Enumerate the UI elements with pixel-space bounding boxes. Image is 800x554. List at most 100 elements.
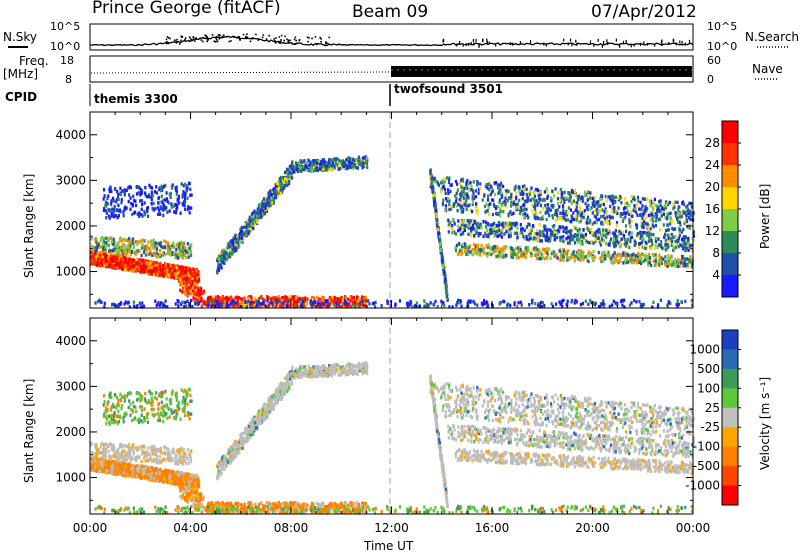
power-cell xyxy=(288,178,291,182)
power-cell xyxy=(434,191,437,196)
power-cell xyxy=(611,198,615,202)
power-cell xyxy=(465,248,468,252)
power-cell xyxy=(582,258,585,262)
power-cell xyxy=(617,211,620,216)
power-cell xyxy=(250,229,253,233)
power-cell xyxy=(192,289,195,293)
power-cell xyxy=(135,268,138,272)
noise-dot xyxy=(211,34,214,36)
power-cell xyxy=(597,204,600,208)
power-cell xyxy=(657,259,660,264)
noise-dot xyxy=(192,37,195,39)
power-cell xyxy=(470,209,474,214)
power-cell xyxy=(167,247,170,252)
power-cell xyxy=(654,211,657,216)
noise-dot xyxy=(189,37,192,40)
power-cell xyxy=(166,199,169,203)
power-cell xyxy=(132,194,135,198)
power-cell xyxy=(336,163,339,167)
power-cell xyxy=(244,231,247,235)
power-cell xyxy=(318,167,321,171)
power-cell xyxy=(230,252,233,256)
power-cell xyxy=(488,251,491,255)
power-cell xyxy=(282,299,285,304)
noise-dot xyxy=(252,37,254,40)
power-cell xyxy=(260,295,263,299)
power-cell xyxy=(231,247,234,252)
power-cell xyxy=(581,239,584,244)
power-cell xyxy=(562,239,565,243)
power-cell xyxy=(188,211,191,215)
power-cell xyxy=(656,204,659,209)
power-cell xyxy=(569,195,572,199)
power-cell xyxy=(579,198,582,203)
power-cell xyxy=(451,217,454,222)
power-cell xyxy=(503,245,506,249)
power-cell xyxy=(493,204,496,208)
power-cell xyxy=(578,220,581,224)
power-cell xyxy=(229,243,232,247)
power-cell xyxy=(689,217,692,221)
power-cell xyxy=(262,298,265,302)
power-cell xyxy=(310,168,314,173)
power-cell xyxy=(147,246,150,250)
power-cell xyxy=(501,203,504,207)
power-cell xyxy=(176,256,179,260)
power-cell xyxy=(610,237,613,241)
noise-dot xyxy=(293,38,296,41)
power-cell xyxy=(518,189,521,194)
power-cell xyxy=(336,157,339,161)
power-cell xyxy=(233,247,236,251)
power-cell xyxy=(579,213,582,217)
power-cell xyxy=(252,216,255,221)
power-cell xyxy=(175,266,178,270)
power-cell xyxy=(165,272,169,276)
power-cell xyxy=(559,254,562,258)
power-cell xyxy=(530,196,534,201)
power-cell xyxy=(637,257,640,261)
power-cell xyxy=(551,189,554,193)
power-cell xyxy=(257,214,261,218)
power-cell xyxy=(624,215,627,219)
power-cell xyxy=(188,268,192,272)
power-cell xyxy=(192,284,196,288)
power-cell xyxy=(565,254,568,258)
power-cell xyxy=(664,238,667,243)
power-cell xyxy=(631,253,634,257)
power-cell xyxy=(641,204,644,208)
power-cell xyxy=(134,240,137,244)
power-cell xyxy=(492,247,495,251)
power-cell xyxy=(163,184,166,189)
power-cell xyxy=(514,252,517,256)
power-cell xyxy=(455,204,458,208)
power-cell xyxy=(140,270,143,275)
power-cell xyxy=(131,212,134,217)
power-cell xyxy=(250,219,253,223)
power-cell xyxy=(664,263,667,267)
power-cell xyxy=(543,224,546,228)
noise-dot xyxy=(495,43,497,47)
power-cell xyxy=(562,234,565,239)
noise-dot xyxy=(643,41,645,45)
power-cell xyxy=(361,166,364,170)
power-cell xyxy=(357,296,361,301)
power-cell xyxy=(667,254,670,258)
power-cell xyxy=(119,236,122,240)
power-cell xyxy=(236,234,239,238)
power-cell xyxy=(106,196,109,201)
power-cell xyxy=(163,271,167,276)
power-cell xyxy=(351,161,354,165)
power-cell xyxy=(590,239,593,244)
power-cell xyxy=(279,300,283,305)
power-cell xyxy=(457,224,460,228)
power-cell xyxy=(671,226,674,231)
power-cell xyxy=(166,268,169,272)
power-cell xyxy=(652,259,655,263)
power-cell xyxy=(484,225,488,229)
power-cell xyxy=(116,252,119,256)
power-cell xyxy=(523,237,526,241)
power-cell xyxy=(604,194,607,199)
power-cell xyxy=(183,290,186,294)
power-cell xyxy=(241,240,244,244)
power-cell xyxy=(328,302,331,306)
